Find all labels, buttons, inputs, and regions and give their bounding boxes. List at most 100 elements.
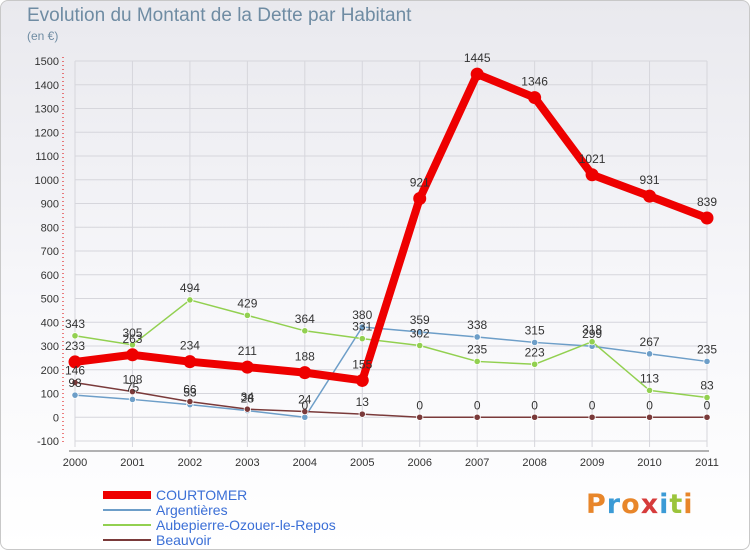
x-tick-label: 2011 — [695, 457, 719, 469]
logo-letter: x — [640, 489, 660, 520]
data-point — [240, 360, 254, 374]
data-label: 155 — [352, 357, 372, 371]
data-point — [588, 338, 596, 346]
y-tick-label: 1500 — [35, 56, 59, 68]
x-tick-label: 2001 — [120, 457, 144, 469]
data-point — [531, 413, 539, 421]
legend: COURTOMERArgentièresAubepierre-Ozouer-le… — [103, 487, 336, 548]
data-label: 108 — [122, 373, 142, 387]
data-point — [71, 332, 79, 340]
y-tick-label: 1400 — [35, 80, 59, 92]
x-tick-label: 2009 — [580, 457, 604, 469]
data-label: 0 — [589, 398, 596, 412]
y-tick-label: 1000 — [35, 175, 59, 187]
data-label: 113 — [640, 371, 659, 385]
data-point — [186, 397, 194, 406]
data-point — [413, 192, 427, 206]
data-point — [473, 333, 481, 341]
data-label: 267 — [640, 335, 660, 349]
data-point — [531, 360, 539, 368]
data-point — [700, 211, 714, 225]
logo-letter: o — [621, 489, 641, 520]
data-label: 380 — [352, 308, 372, 322]
data-label: 263 — [122, 332, 142, 346]
x-tick-label: 2002 — [178, 457, 202, 469]
data-point — [645, 386, 654, 395]
y-tick-label: 0 — [53, 412, 59, 424]
data-label: 0 — [416, 398, 423, 412]
data-label: 315 — [525, 323, 545, 337]
data-label: 0 — [704, 398, 711, 412]
logo-letter: r — [606, 489, 622, 520]
legend-label: Aubepierre-Ozouer-le-Repos — [156, 517, 336, 533]
x-tick-label: 2003 — [235, 457, 259, 469]
data-point — [358, 323, 366, 331]
logo-letter: i — [659, 489, 670, 520]
data-label: 338 — [467, 318, 487, 332]
y-tick-label: 200 — [41, 365, 59, 377]
data-label: 318 — [582, 323, 602, 337]
y-tick-label: 500 — [41, 294, 59, 306]
legend-label: Beauvoir — [156, 532, 212, 548]
data-point — [68, 355, 82, 369]
grid-layer — [74, 60, 708, 447]
data-point — [528, 91, 542, 105]
data-label: 429 — [237, 296, 257, 310]
data-point — [585, 168, 599, 182]
data-label: 302 — [410, 327, 430, 341]
data-labels-layer: 93 75 53 28 0 380 359 338 315 299 267 235 343 305 494 4… — [65, 51, 717, 412]
data-point — [470, 67, 484, 81]
data-point — [645, 350, 654, 358]
data-label: 1021 — [579, 152, 606, 166]
data-label: 299 — [582, 327, 602, 341]
data-label: 235 — [697, 342, 717, 356]
data-label: 75 — [126, 380, 140, 394]
y-tick-label: 700 — [41, 246, 59, 258]
y-tick-label: 300 — [41, 341, 59, 353]
data-label: 28 — [241, 392, 255, 406]
data-point — [301, 407, 309, 416]
data-label: 494 — [180, 281, 200, 295]
y-tick-label: 1100 — [35, 151, 59, 163]
data-label: 93 — [68, 376, 82, 390]
y-tick-label: 900 — [41, 199, 59, 211]
logo-letter: i — [683, 489, 694, 520]
data-point — [358, 335, 366, 343]
data-label: 931 — [640, 173, 660, 187]
data-point — [531, 338, 539, 347]
data-label: 233 — [65, 339, 85, 353]
data-label: 0 — [646, 398, 653, 412]
data-label: 66 — [183, 383, 197, 397]
series-line — [74, 299, 708, 399]
data-point — [416, 413, 424, 421]
data-point — [588, 413, 596, 421]
data-label: 188 — [295, 350, 315, 364]
y-tick-label: -100 — [37, 436, 59, 448]
legend-label: COURTOMER — [156, 487, 247, 503]
x-tick-label: 2006 — [407, 457, 431, 469]
y-tick-label: 400 — [41, 317, 59, 329]
data-label: 211 — [238, 344, 257, 358]
x-tick-label: 2004 — [293, 457, 317, 469]
data-point — [358, 410, 366, 418]
data-point — [298, 366, 312, 380]
data-label: 921 — [410, 176, 430, 190]
data-point — [128, 341, 137, 349]
data-label: 364 — [295, 312, 315, 326]
data-label: 331 — [352, 320, 372, 334]
series-line — [71, 70, 711, 385]
series-line — [74, 381, 708, 418]
data-label: 0 — [531, 398, 538, 412]
chart-subtitle: (en €) — [27, 29, 59, 43]
data-label: 359 — [410, 313, 430, 327]
data-point — [301, 327, 309, 335]
data-point — [416, 328, 424, 336]
series-layer — [68, 67, 714, 421]
data-label: 53 — [183, 386, 197, 400]
proxiti-logo: Proxiti — [586, 489, 694, 520]
data-point — [355, 373, 369, 387]
data-point — [125, 348, 139, 362]
data-label: 83 — [700, 379, 714, 393]
